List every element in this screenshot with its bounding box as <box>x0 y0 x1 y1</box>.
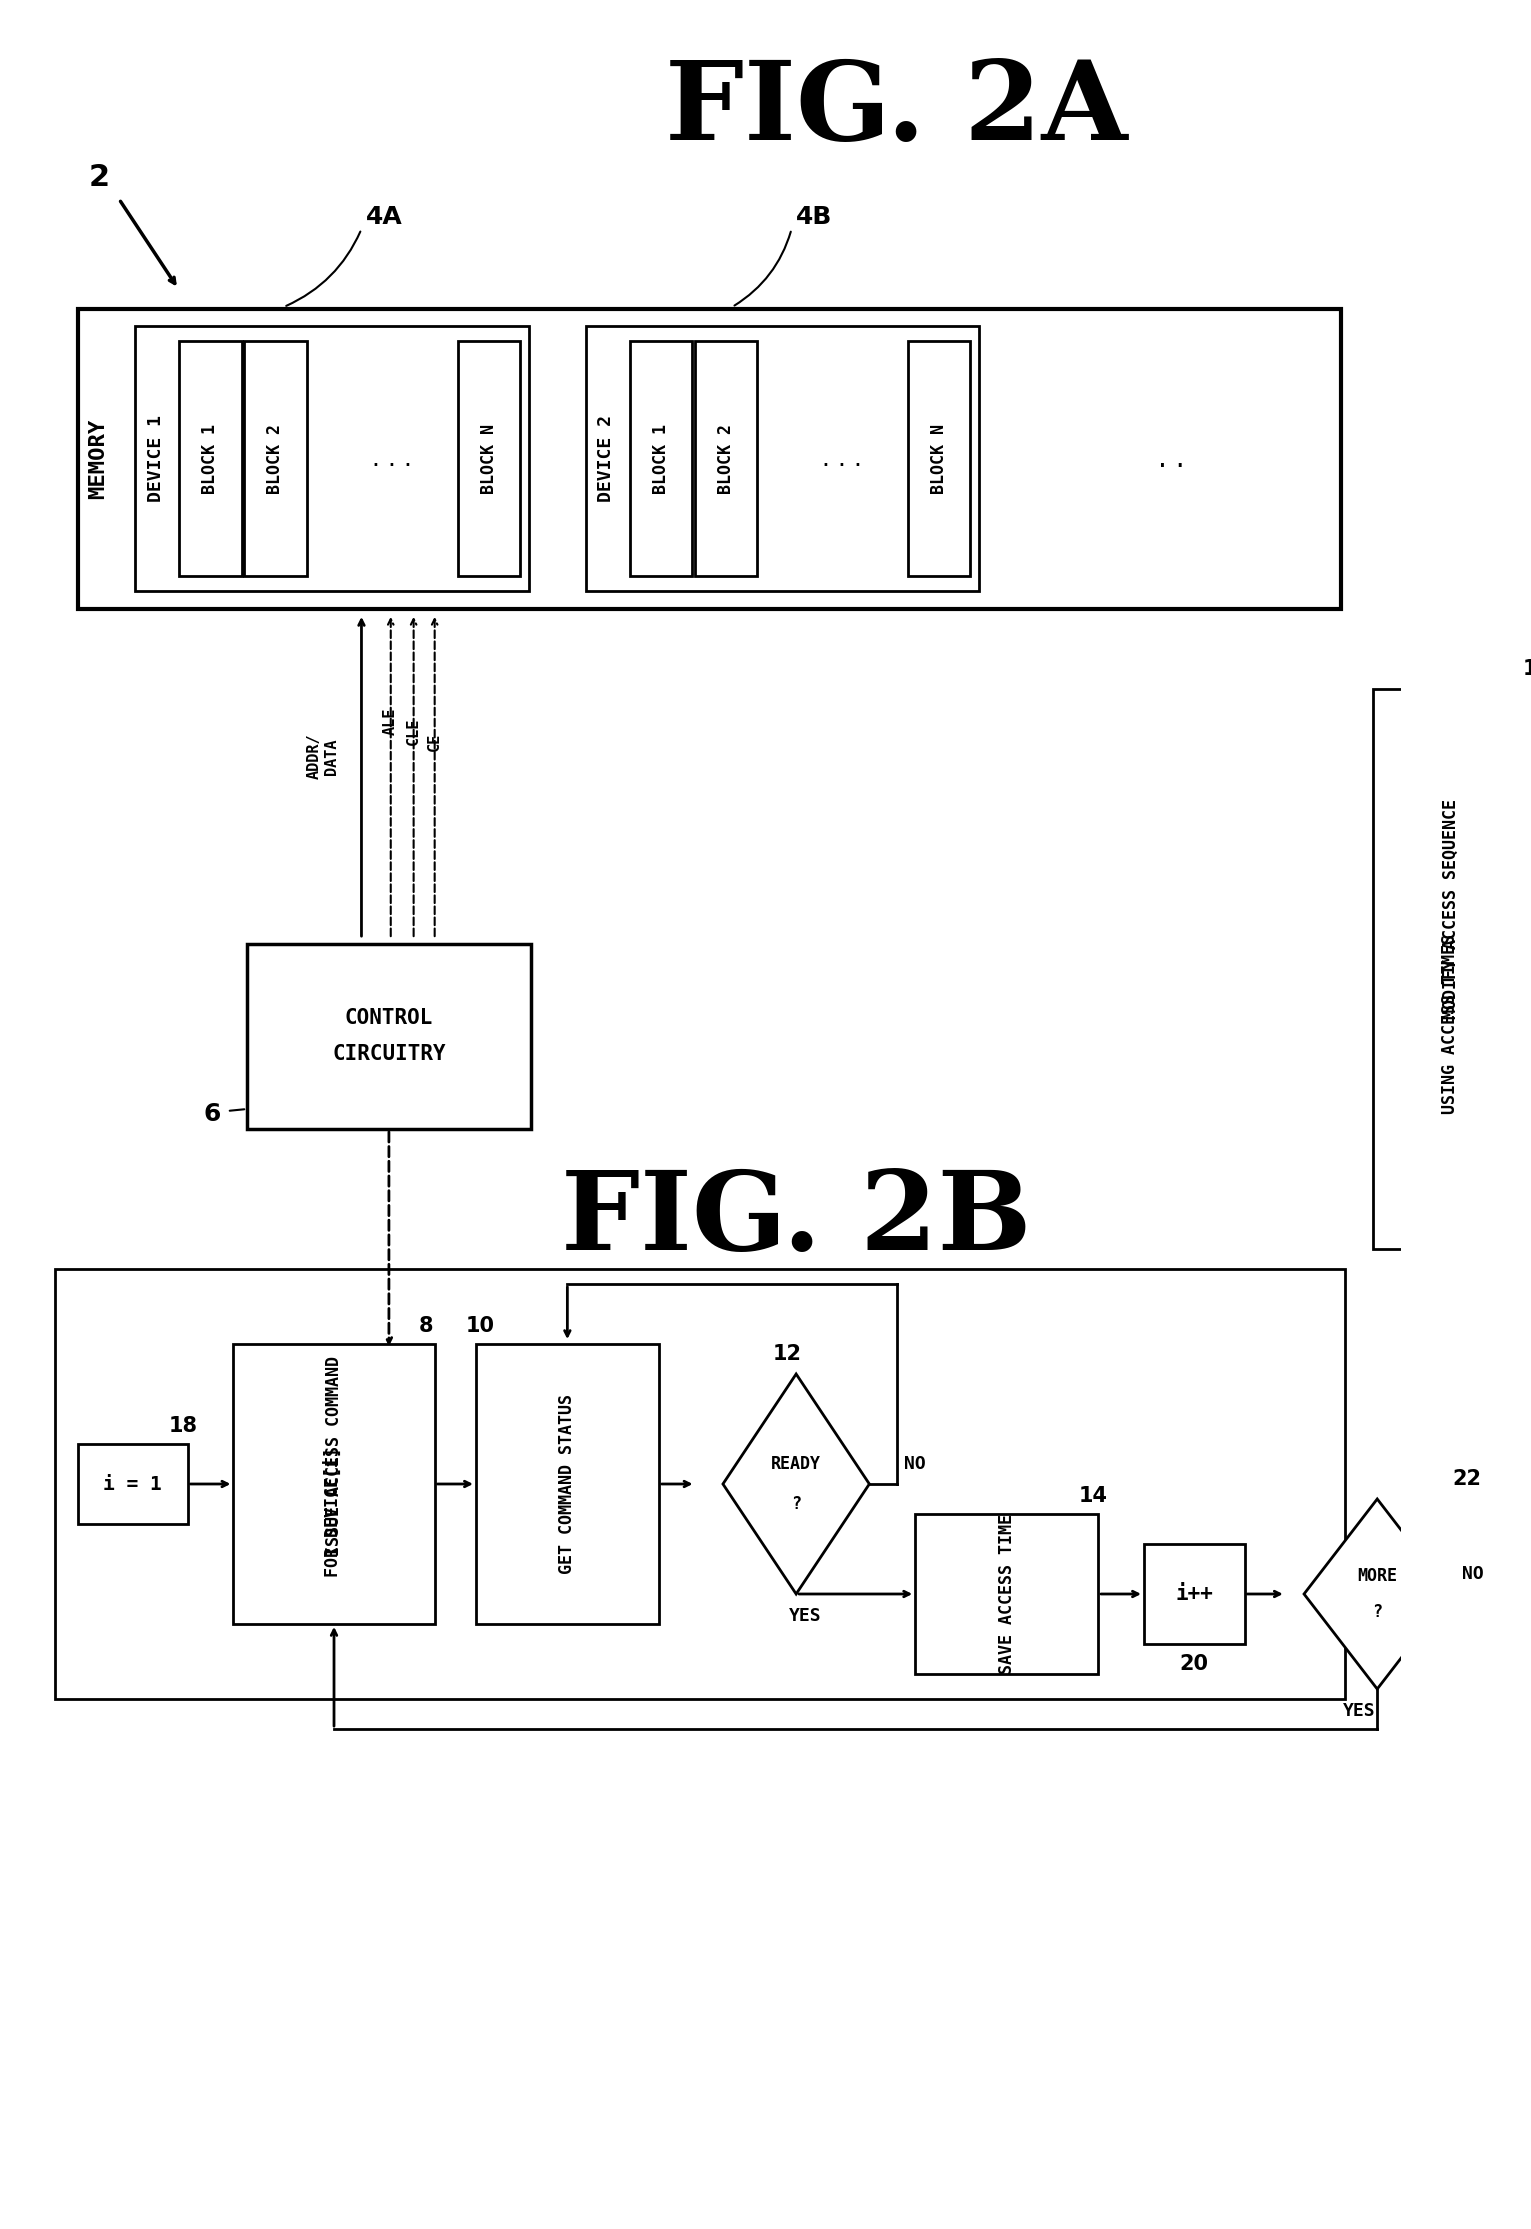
Bar <box>476 1344 658 1625</box>
Bar <box>135 325 528 591</box>
Polygon shape <box>723 1373 870 1594</box>
Text: . .: . . <box>1157 446 1185 473</box>
Text: . . .: . . . <box>822 446 862 470</box>
Text: 6: 6 <box>204 1101 220 1126</box>
Text: 18: 18 <box>168 1415 197 1435</box>
Bar <box>78 310 1341 609</box>
Text: ?: ? <box>1372 1603 1382 1620</box>
Bar <box>916 1513 1098 1674</box>
Bar <box>629 341 692 575</box>
Text: GET COMMAND STATUS: GET COMMAND STATUS <box>559 1393 576 1574</box>
Text: SAVE ACCESS TIME: SAVE ACCESS TIME <box>998 1513 1015 1674</box>
Bar <box>246 945 531 1130</box>
Bar <box>586 325 980 591</box>
Text: READY: READY <box>772 1456 821 1473</box>
Text: 8: 8 <box>418 1315 433 1335</box>
Text: DEVICE 1: DEVICE 1 <box>147 415 164 502</box>
Text: 16: 16 <box>1523 660 1531 680</box>
Text: FOR DEVICE[i]: FOR DEVICE[i] <box>325 1447 343 1576</box>
Text: 4B: 4B <box>796 205 833 230</box>
Text: 10: 10 <box>465 1315 495 1335</box>
Text: USING ACCESS TIMES: USING ACCESS TIMES <box>1442 934 1459 1114</box>
Text: BLOCK 1: BLOCK 1 <box>202 424 219 493</box>
Text: CIRCUITRY: CIRCUITRY <box>332 1045 446 1065</box>
Text: BLOCK 2: BLOCK 2 <box>717 424 735 493</box>
Text: MODIFY ACCESS SEQUENCE: MODIFY ACCESS SEQUENCE <box>1442 798 1459 1019</box>
Text: YES: YES <box>788 1607 822 1625</box>
Text: DEVICE 2: DEVICE 2 <box>597 415 615 502</box>
Bar <box>78 1444 188 1525</box>
Bar <box>245 341 306 575</box>
Text: 2: 2 <box>89 163 109 192</box>
Text: MORE: MORE <box>1358 1567 1398 1585</box>
Text: 4A: 4A <box>366 205 403 230</box>
Text: i = 1: i = 1 <box>103 1476 162 1493</box>
Text: FIG. 2A: FIG. 2A <box>666 56 1128 163</box>
Bar <box>458 341 521 575</box>
Bar <box>908 341 971 575</box>
Bar <box>695 341 756 575</box>
Text: ADDR/
DATA: ADDR/ DATA <box>306 733 340 780</box>
Text: . . .: . . . <box>372 446 412 470</box>
Bar <box>1373 689 1528 1248</box>
Text: 20: 20 <box>1180 1654 1208 1674</box>
Text: 14: 14 <box>1079 1487 1108 1507</box>
Text: BLOCK 2: BLOCK 2 <box>266 424 285 493</box>
Text: CE: CE <box>427 733 442 751</box>
Text: i++: i++ <box>1176 1585 1213 1605</box>
Text: ?: ? <box>792 1496 801 1513</box>
Text: ALE: ALE <box>383 709 398 736</box>
Bar <box>1144 1545 1245 1645</box>
Text: ISSUE ACCESS COMMAND: ISSUE ACCESS COMMAND <box>325 1355 343 1556</box>
Polygon shape <box>1304 1498 1450 1690</box>
Text: YES: YES <box>1343 1703 1375 1721</box>
Text: BLOCK N: BLOCK N <box>929 424 948 493</box>
Bar <box>179 341 242 575</box>
Bar <box>233 1344 435 1625</box>
Text: FIG. 2B: FIG. 2B <box>560 1166 1032 1273</box>
Text: CONTROL: CONTROL <box>344 1008 433 1028</box>
Text: BLOCK 1: BLOCK 1 <box>652 424 669 493</box>
Text: BLOCK N: BLOCK N <box>479 424 498 493</box>
Text: 12: 12 <box>773 1344 802 1364</box>
Text: NO: NO <box>905 1456 926 1473</box>
Text: CLE: CLE <box>406 718 421 744</box>
Bar <box>55 1268 1346 1698</box>
Text: 22: 22 <box>1453 1469 1482 1489</box>
Text: NO: NO <box>1462 1565 1484 1583</box>
Text: MEMORY: MEMORY <box>87 419 107 499</box>
